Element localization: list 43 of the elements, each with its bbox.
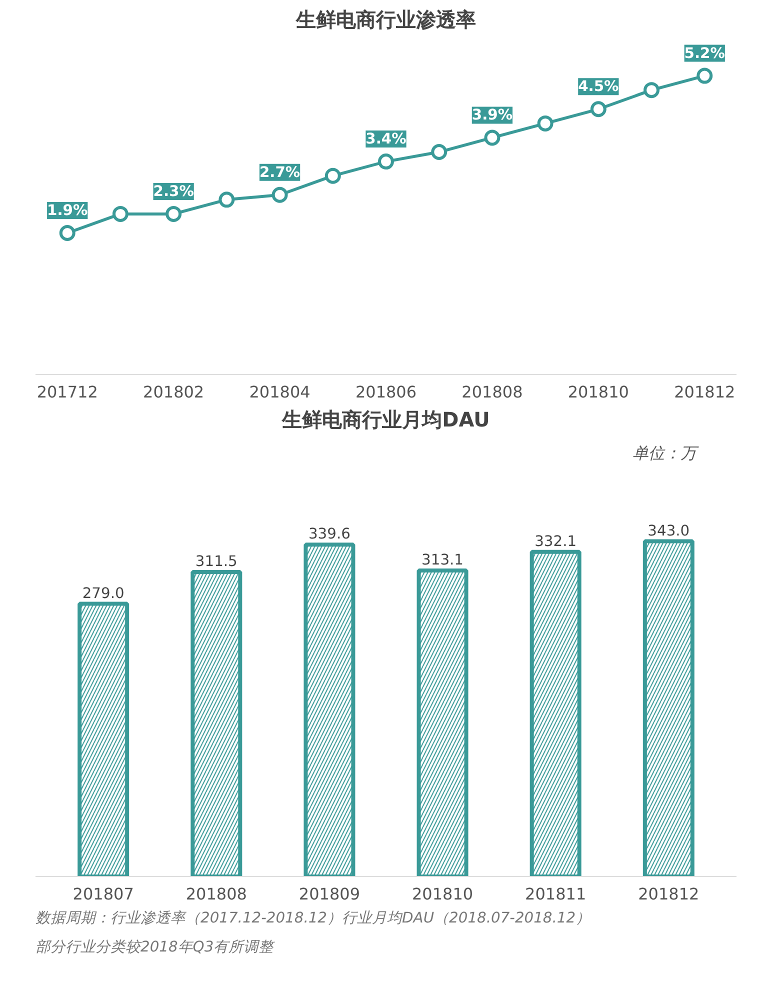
data-label: 4.5% [578, 78, 620, 96]
x-tick-label: 201812 [638, 884, 700, 904]
data-label: 311.5 [195, 553, 238, 570]
data-label: 3.9% [472, 106, 513, 124]
data-label: 332.1 [534, 532, 577, 550]
point [59, 225, 76, 241]
x-tick-label: 201712 [36, 382, 98, 402]
data-label: 5.2% [684, 44, 726, 62]
x-tick-label: 201807 [72, 884, 134, 904]
x-tick-label: 201810 [568, 382, 629, 402]
chart-title: 生鲜电商行业月均DAU [281, 408, 490, 432]
data-label: 2.7% [259, 164, 300, 181]
x-tick-label: 201802 [143, 382, 204, 402]
x-tick-label: 201804 [249, 382, 310, 402]
x-tick-label: 201812 [674, 382, 736, 402]
point [112, 206, 128, 222]
x-tick-label: 201811 [525, 884, 586, 904]
point [166, 206, 182, 222]
point [590, 101, 606, 118]
point [324, 168, 341, 184]
point [378, 154, 394, 170]
data-label: 343.0 [648, 522, 690, 540]
data-label: 339.6 [308, 526, 350, 543]
x-tick-label: 201809 [298, 884, 360, 904]
data-label: 1.9% [47, 202, 88, 220]
x-tick-label: 201808 [186, 884, 247, 904]
data-label: 2.3% [153, 182, 194, 200]
point [431, 144, 448, 160]
data-label: 313.1 [422, 551, 464, 568]
x-tick-label: 201806 [355, 382, 417, 402]
point [644, 82, 660, 98]
point [218, 192, 235, 208]
text: 部分行业分类较2018年Q3有所调整 [36, 938, 276, 956]
text: 单位：万 [632, 444, 700, 462]
data-label: 3.4% [366, 130, 407, 148]
chart-title: 生鲜电商行业渗透率 [295, 8, 476, 32]
point [484, 130, 500, 146]
data-label: 279.0 [82, 584, 124, 602]
point [272, 186, 288, 203]
x-tick-label: 201808 [462, 382, 523, 402]
point [537, 115, 554, 132]
x-tick-label: 201810 [412, 884, 474, 904]
text: 数据周期：行业渗透率（2017.12-2018.12）行业月均DAU（2018.07-2018.12） [36, 910, 591, 926]
